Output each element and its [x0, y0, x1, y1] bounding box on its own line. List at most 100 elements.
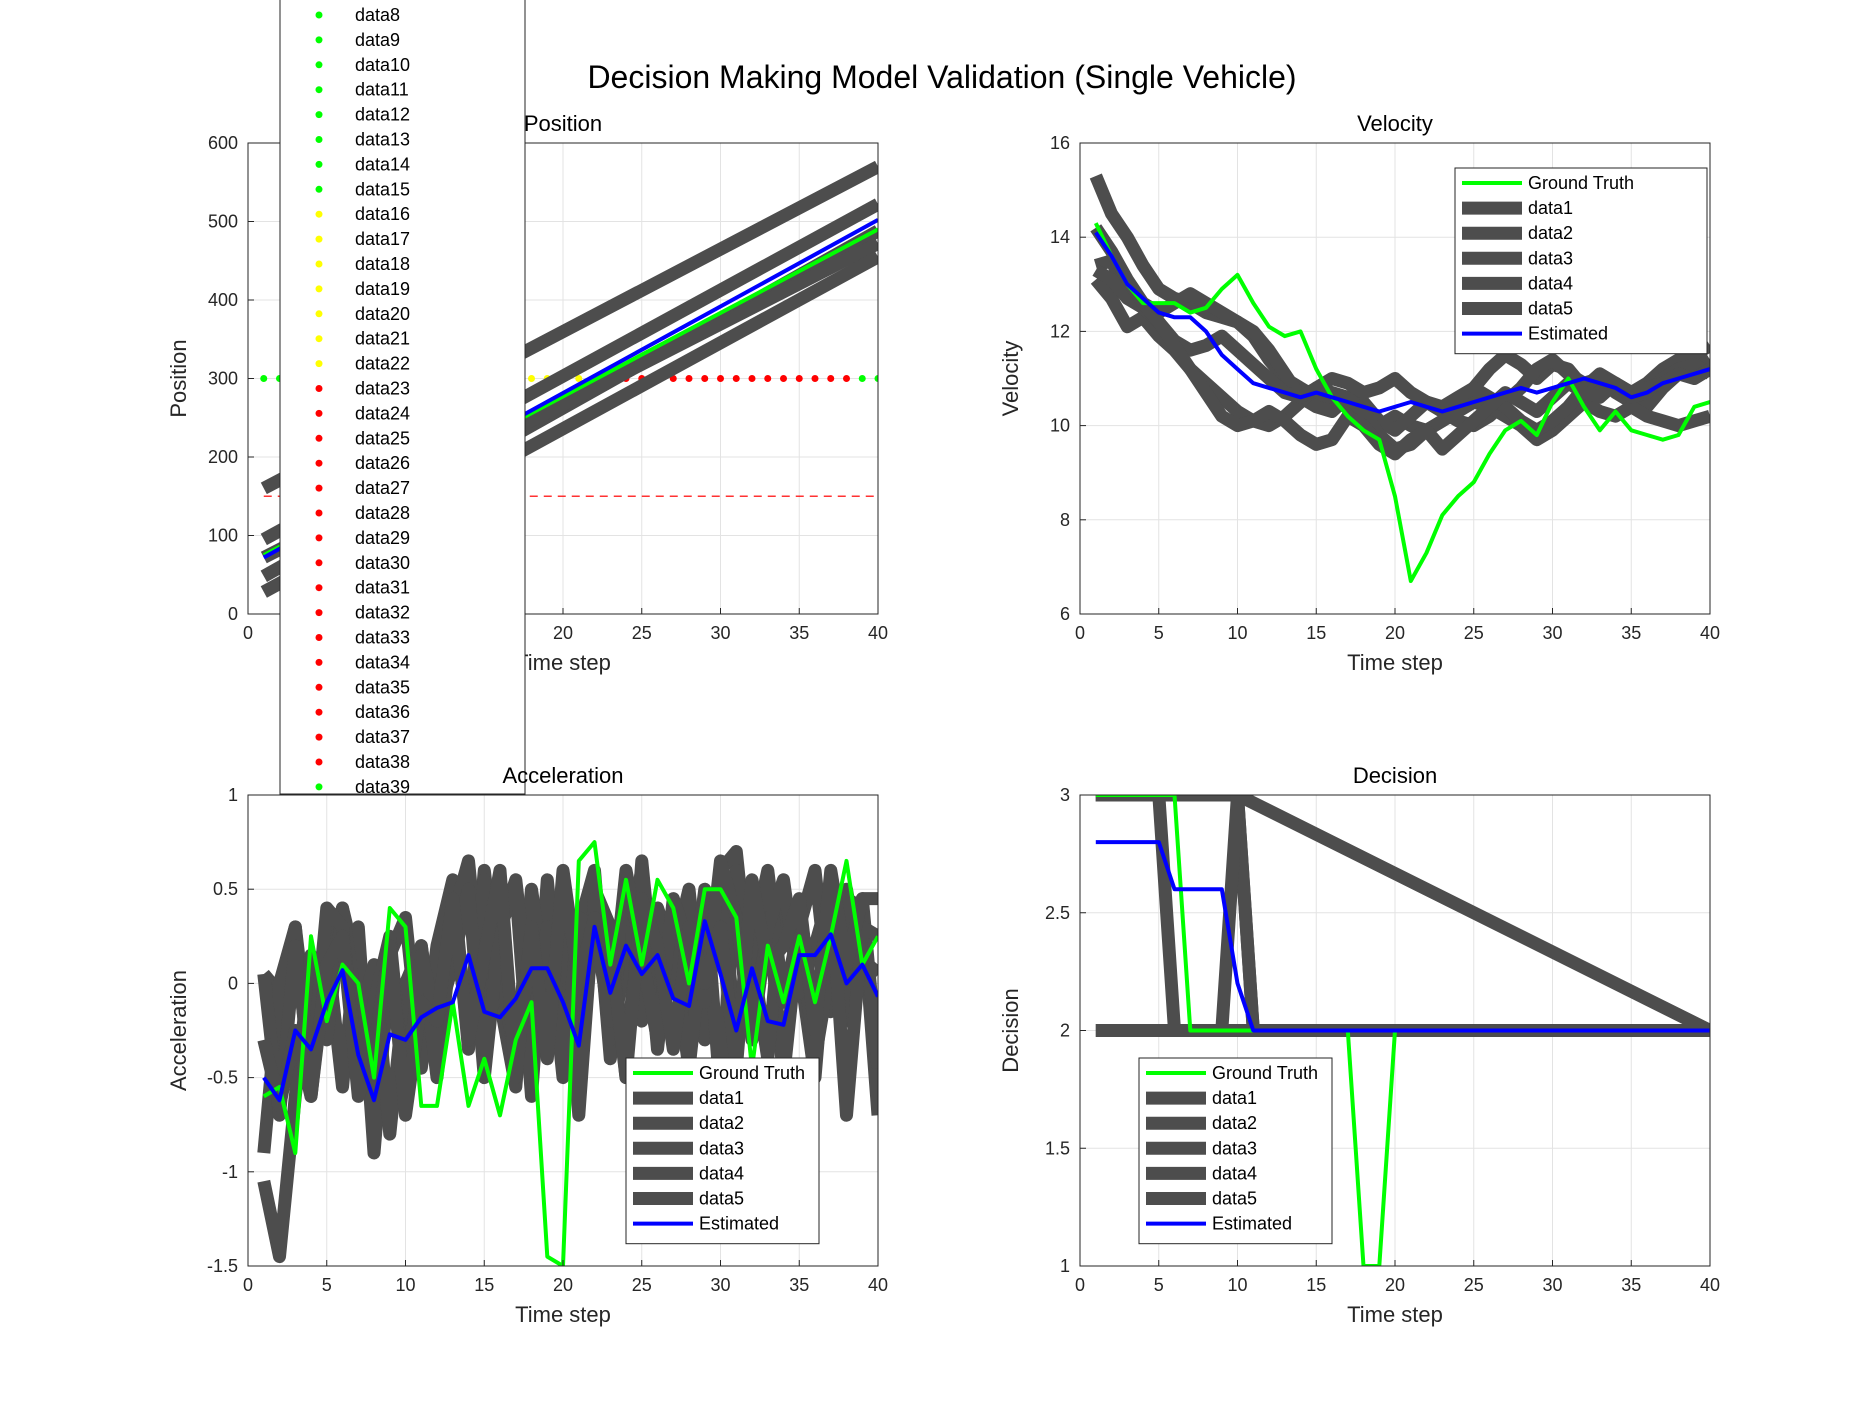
legend-label: data16 — [355, 204, 410, 224]
legend-label: data4 — [1212, 1163, 1257, 1183]
x-tick-label: 35 — [789, 1275, 809, 1295]
marker-dot — [575, 375, 583, 382]
x-tick-label: 40 — [868, 1275, 888, 1295]
y-tick-label: 10 — [1050, 416, 1070, 436]
subplot-decision: 0 5 10 15 20 25 30 35 40 1 1.5 2 2.5 3 Decision Time st… — [998, 763, 1720, 1327]
x-tick-label: 10 — [1227, 623, 1247, 643]
y-tick-label: 0 — [228, 973, 238, 993]
x-tick-label: 5 — [1154, 623, 1164, 643]
y-tick-label: -1.5 — [207, 1256, 238, 1276]
x-tick-label: 0 — [1075, 623, 1085, 643]
y-tick-label: 200 — [208, 447, 238, 467]
legend-label: data39 — [355, 777, 410, 797]
legend-label: data34 — [355, 652, 410, 672]
legend: Ground Truth data1 data2 data3 data4 data5 Est… — [1138, 1057, 1333, 1245]
x-tick-label: 15 — [474, 1275, 494, 1295]
legend: Ground Truth data1 data2 data3 data4 data5 Est… — [1454, 167, 1708, 355]
legend-label: data30 — [355, 553, 410, 573]
legend-marker — [315, 86, 323, 94]
legend-label: data36 — [355, 702, 410, 722]
legend-marker — [315, 385, 323, 392]
y-tick-label: 300 — [208, 369, 238, 389]
figure-title: Decision Making Model Validation (Single… — [587, 59, 1296, 95]
legend-marker — [315, 210, 323, 218]
marker-dot — [732, 375, 740, 382]
subplot-title: Position — [524, 111, 602, 136]
y-tick-label: 12 — [1050, 321, 1070, 341]
series-line-ground-truth — [1093, 222, 1710, 583]
series-line-ground-truth — [1095, 795, 1710, 1266]
legend-label: data2 — [1528, 223, 1573, 243]
legend-label: data5 — [1212, 1189, 1257, 1209]
subplot-title: Velocity — [1357, 111, 1433, 136]
legend-label: data17 — [355, 229, 410, 249]
marker-dot — [874, 375, 878, 382]
series-line-estimated — [1094, 231, 1710, 414]
marker-dot — [764, 375, 772, 382]
legend-marker — [315, 459, 323, 467]
legend-label: data11 — [355, 80, 409, 100]
legend-marker — [315, 758, 323, 766]
legend-marker — [315, 434, 323, 442]
legend-marker — [315, 733, 323, 741]
x-tick-label: 20 — [1385, 1275, 1405, 1295]
x-tick-label: 15 — [1306, 1275, 1326, 1295]
legend-marker — [315, 185, 323, 193]
legend-label: Ground Truth — [1212, 1063, 1318, 1083]
legend-label: data10 — [355, 55, 410, 75]
legend-label: data35 — [355, 677, 410, 697]
x-tick-label: 20 — [1385, 623, 1405, 643]
y-tick-label: 0 — [228, 604, 238, 624]
legend-label: data2 — [1212, 1113, 1257, 1133]
legend-label: Ground Truth — [699, 1063, 805, 1083]
legend-marker — [315, 36, 323, 44]
legend-label: data20 — [355, 304, 410, 324]
x-tick-label: 40 — [1700, 623, 1720, 643]
marker-dot — [843, 375, 850, 382]
legend-label: data2 — [699, 1113, 744, 1133]
legend-label: data24 — [355, 403, 410, 423]
y-axis-label: Decision — [998, 988, 1023, 1072]
subplot-title: Acceleration — [502, 763, 623, 788]
y-tick-label: 400 — [208, 290, 238, 310]
legend-label: data1 — [699, 1088, 744, 1108]
legend-label: data31 — [355, 578, 410, 598]
legend-marker — [315, 235, 323, 243]
legend-label: data21 — [355, 329, 410, 349]
x-tick-label: 15 — [1306, 623, 1326, 643]
y-tick-label: 3 — [1060, 785, 1070, 805]
x-tick-label: 25 — [1464, 1275, 1484, 1295]
x-tick-label: 10 — [395, 1275, 415, 1295]
marker-dot — [685, 375, 693, 382]
x-tick-label: 35 — [1621, 623, 1641, 643]
legend-label: data5 — [1528, 299, 1573, 319]
legend-label: Estimated — [1212, 1214, 1292, 1234]
legend-label: data27 — [355, 478, 410, 498]
x-tick-label: 40 — [1700, 1275, 1720, 1295]
legend-label: data22 — [355, 354, 410, 374]
y-tick-label: 600 — [208, 133, 238, 153]
legend-label: data12 — [355, 105, 410, 125]
series-line-estimated — [262, 919, 878, 1103]
series-line-estimated — [1095, 840, 1710, 1033]
x-tick-label: 0 — [1075, 1275, 1085, 1295]
x-tick-label: 30 — [1542, 623, 1562, 643]
x-axis-label: Time step — [1347, 650, 1443, 675]
legend-label: data14 — [355, 154, 410, 174]
legend-marker — [315, 783, 323, 791]
x-tick-label: 35 — [1621, 1275, 1641, 1295]
y-tick-label: 16 — [1050, 133, 1070, 153]
y-tick-label: 1 — [1060, 1256, 1070, 1276]
legend-label: data3 — [699, 1138, 744, 1158]
legend-label: data9 — [355, 30, 400, 50]
legend-marker — [315, 260, 323, 268]
x-axis-label: Time step — [1347, 1302, 1443, 1327]
legend: data8 data9 data10 data11 data12 data13 data14… — [279, 0, 526, 797]
legend-label: Estimated — [699, 1214, 779, 1234]
legend-marker — [315, 160, 323, 168]
x-tick-label: 20 — [553, 1275, 573, 1295]
legend-marker — [315, 584, 323, 592]
legend-label: data18 — [355, 254, 410, 274]
legend-label: data23 — [355, 379, 410, 399]
